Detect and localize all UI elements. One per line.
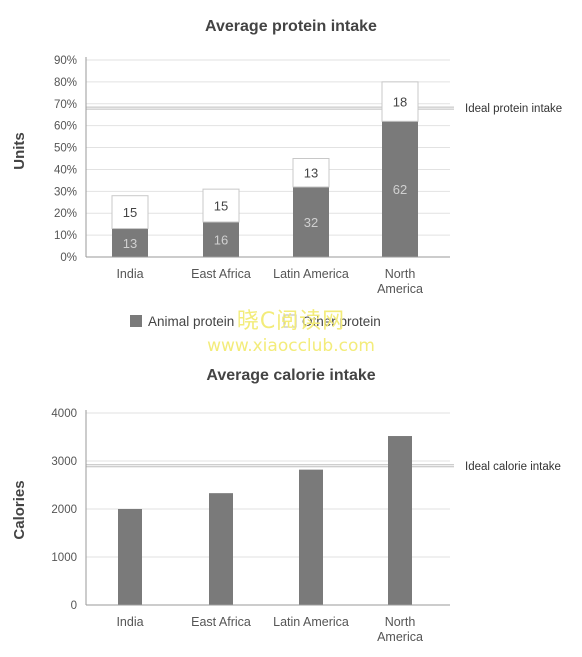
- x-tick-label: East Africa: [191, 615, 251, 629]
- x-tick-label: East Africa: [191, 267, 251, 281]
- y-tick-label: 1000: [51, 552, 77, 564]
- y-tick-label: 2000: [51, 504, 77, 516]
- bar-value-label: 15: [123, 205, 137, 220]
- y-tick-label: 4000: [51, 408, 77, 420]
- bar-value-label: 16: [214, 232, 228, 247]
- x-tick-label: India: [116, 615, 143, 629]
- bar-segment: [382, 121, 418, 258]
- x-tick-label: North: [385, 267, 416, 281]
- bar-segment: [111, 195, 149, 230]
- y-tick-label: 3000: [51, 456, 77, 468]
- bar-segment: [381, 81, 419, 122]
- y-axis-title: Calories: [11, 480, 28, 539]
- x-tick-label: Latin America: [273, 615, 349, 629]
- legend-label: Animal protein: [148, 314, 234, 329]
- y-tick-label: 60%: [54, 121, 77, 133]
- bar: [388, 436, 412, 605]
- legend-label: Other protein: [302, 314, 381, 329]
- bar: [118, 509, 142, 605]
- bar-value-label: 13: [304, 166, 318, 181]
- legend-swatch: [283, 314, 297, 328]
- bar-segment: [202, 188, 240, 223]
- y-tick-label: 90%: [54, 55, 77, 67]
- x-tick-label: Latin America: [273, 267, 349, 281]
- x-tick-label: America: [377, 630, 423, 644]
- bar-value-label: 62: [393, 182, 407, 197]
- legend-swatch: [130, 315, 142, 327]
- x-tick-label: India: [116, 267, 143, 281]
- x-tick-label: North: [385, 615, 416, 629]
- y-tick-label: 80%: [54, 77, 77, 89]
- bar-segment: [112, 228, 148, 257]
- reference-line-label: Ideal calorie intake: [465, 461, 561, 473]
- bar-value-label: 32: [304, 215, 318, 230]
- bar-value-label: 18: [393, 95, 407, 110]
- y-tick-label: 30%: [54, 186, 77, 198]
- y-tick-label: 50%: [54, 143, 77, 155]
- x-tick-label: America: [377, 282, 423, 296]
- y-tick-label: 10%: [54, 230, 77, 242]
- y-axis-title: Units: [11, 132, 28, 170]
- chart-title: Average calorie intake: [206, 367, 375, 384]
- y-tick-label: 0%: [60, 252, 77, 264]
- y-tick-label: 70%: [54, 99, 77, 111]
- bar: [209, 493, 233, 605]
- chart-title: Average protein intake: [205, 18, 377, 35]
- y-tick-label: 0: [71, 600, 77, 612]
- bar-segment: [293, 186, 329, 257]
- bar: [299, 469, 323, 605]
- bar-segment: [292, 158, 330, 188]
- reference-line-label: Ideal protein intake: [465, 103, 562, 115]
- bar-segment: [203, 221, 239, 257]
- bar-value-label: 13: [123, 236, 137, 251]
- bar-value-label: 15: [214, 199, 228, 214]
- y-tick-label: 40%: [54, 164, 77, 176]
- y-tick-label: 20%: [54, 208, 77, 220]
